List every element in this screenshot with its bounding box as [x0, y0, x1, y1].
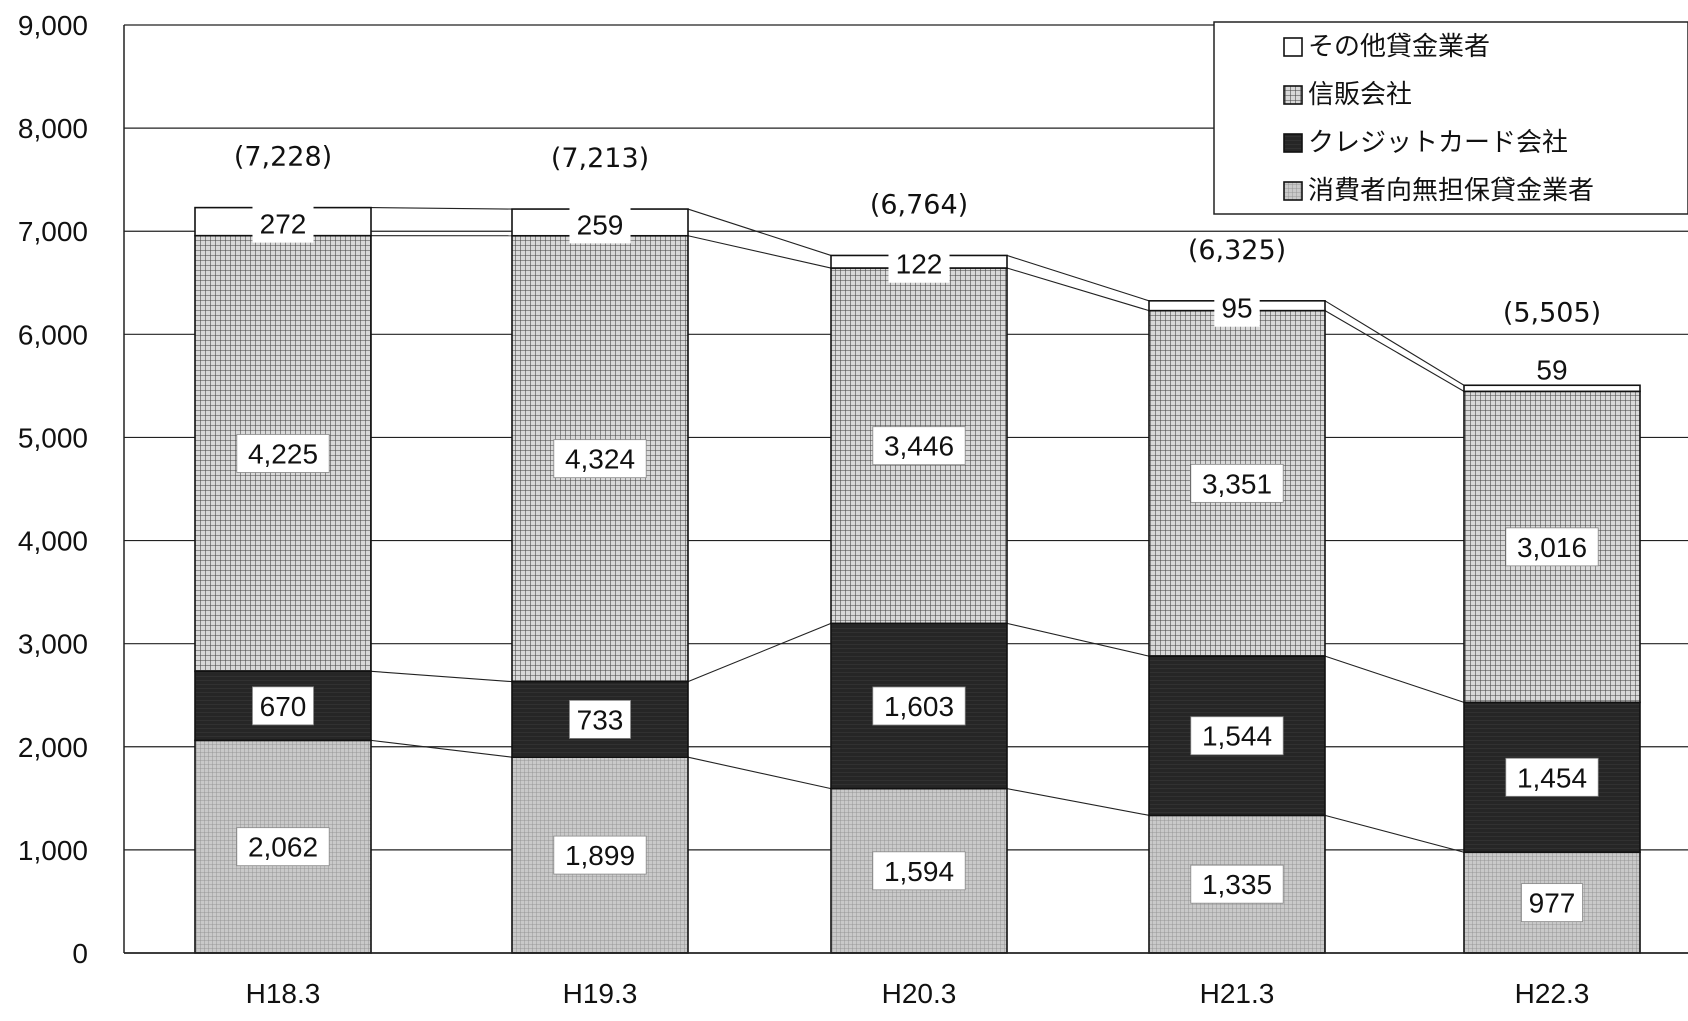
x-tick-label: H20.3: [882, 978, 957, 1009]
y-tick-label: 5,000: [18, 422, 88, 453]
data-label: 95: [1221, 293, 1252, 324]
x-tick-label: H21.3: [1200, 978, 1275, 1009]
data-label-box: [569, 700, 631, 739]
data-label: 3,016: [1517, 532, 1587, 563]
data-label: 733: [577, 704, 624, 735]
y-tick-label: 2,000: [18, 732, 88, 763]
data-label-box: [872, 851, 966, 891]
data-label-box: [553, 835, 647, 875]
legend-label: その他貸金業者: [1308, 32, 1490, 62]
series-connector-line: [1324, 655, 1465, 703]
data-label-box: [1190, 864, 1284, 904]
data-label-box: [1505, 527, 1599, 567]
bar-segment: [1463, 384, 1641, 393]
legend-label: 信販会社: [1308, 80, 1412, 110]
data-label: 4,324: [565, 444, 635, 475]
data-label-box: [252, 686, 314, 726]
legend-swatch: [1283, 85, 1303, 105]
data-label-box: [553, 439, 647, 479]
x-tick-label: H19.3: [563, 978, 638, 1009]
series-connector-line: [687, 208, 832, 256]
total-label: (6,764): [870, 189, 968, 220]
data-label: 59: [1536, 354, 1567, 385]
series-connector-line: [1324, 300, 1465, 386]
data-label: 1,544: [1202, 721, 1272, 752]
data-label-box: [1521, 883, 1583, 923]
data-label: 977: [1529, 888, 1576, 919]
data-label-box: [236, 434, 330, 473]
series-connector-line: [370, 207, 513, 210]
legend-swatch: [1283, 181, 1303, 201]
legend-label: 消費者向無担保貸金業者: [1308, 176, 1594, 206]
data-label: 4,225: [248, 438, 318, 469]
data-label: 272: [260, 209, 307, 240]
legend-label: クレジットカード会社: [1308, 128, 1568, 158]
data-label-box: [236, 827, 330, 867]
data-label: 1,454: [1517, 762, 1587, 793]
legend-swatch: [1283, 37, 1303, 57]
y-tick-label: 1,000: [18, 835, 88, 866]
data-label: 1,899: [565, 840, 635, 871]
total-label: (7,213): [551, 143, 649, 174]
series-connector-line: [687, 622, 832, 683]
series-connector-line: [1006, 267, 1150, 312]
series-connector-line: [687, 235, 832, 269]
series-connector-line: [1006, 254, 1150, 302]
data-label: 2,062: [248, 832, 318, 863]
data-label: 3,446: [884, 431, 954, 462]
data-label: 1,594: [884, 856, 954, 887]
y-tick-label: 6,000: [18, 319, 88, 350]
data-label: 1,603: [884, 691, 954, 722]
series-connector-line: [687, 756, 832, 790]
y-tick-label: 4,000: [18, 526, 88, 557]
data-label-box: [1190, 716, 1284, 756]
total-label: (6,325): [1188, 235, 1286, 266]
series-connector-line: [1324, 814, 1465, 853]
y-tick-label: 7,000: [18, 216, 88, 247]
data-label-box: [872, 686, 966, 726]
data-label: 259: [577, 209, 624, 240]
data-label-box: [1190, 463, 1284, 503]
series-connector-line: [1006, 622, 1150, 657]
data-label-box: [1214, 288, 1260, 327]
series-connector-line: [370, 670, 513, 683]
data-label: 122: [896, 249, 943, 280]
data-label-box: [1505, 757, 1599, 797]
x-tick-label: H22.3: [1515, 978, 1590, 1009]
data-label: 670: [260, 691, 307, 722]
series-connector-line: [1006, 788, 1150, 816]
y-tick-label: 8,000: [18, 113, 88, 144]
y-tick-label: 0: [72, 938, 88, 969]
total-label: (7,228): [234, 142, 332, 173]
y-tick-label: 9,000: [18, 10, 88, 41]
total-label: (5,505): [1503, 297, 1601, 328]
data-label-box: [569, 205, 631, 244]
data-label-box: [872, 426, 966, 466]
data-label-box: [252, 204, 314, 243]
y-tick-label: 3,000: [18, 629, 88, 660]
series-connector-line: [1324, 310, 1465, 392]
data-label: 1,335: [1202, 869, 1272, 900]
series-connector-line: [370, 739, 513, 758]
x-tick-label: H18.3: [246, 978, 321, 1009]
data-label: 3,351: [1202, 468, 1272, 499]
legend-swatch: [1283, 133, 1303, 153]
bar-segment: [194, 739, 372, 954]
data-label-box: [888, 244, 950, 283]
